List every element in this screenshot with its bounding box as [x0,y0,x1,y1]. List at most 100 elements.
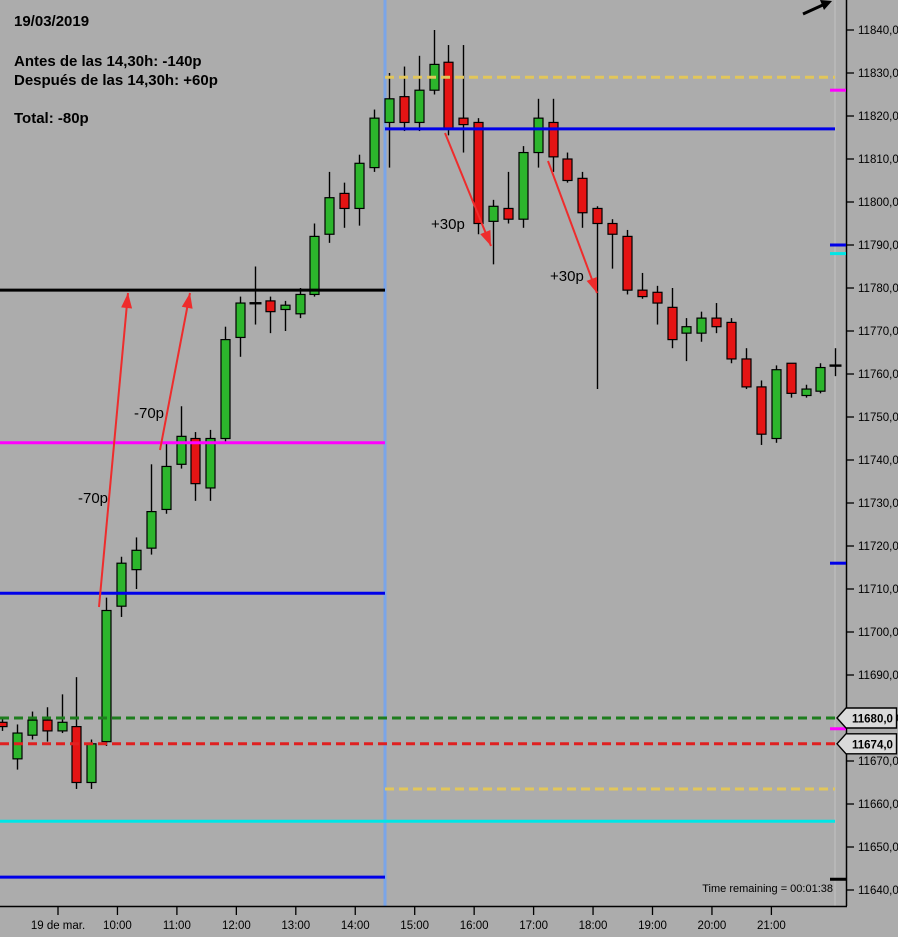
candle-up [384,98,395,124]
candle-down [607,222,618,235]
price-tick-label: 11770,0 [858,326,898,338]
price-tick-label: 11670,0 [858,756,898,768]
candle-up [295,293,306,315]
time-tick-label: 12:00 [222,920,251,932]
candle-up [235,302,246,339]
candle-down [473,121,484,225]
pnl-before-1430-label: Antes de las 14,30h: -140p [14,53,202,70]
candle-up [161,465,172,511]
candle-down [562,158,573,182]
price-tick-label: 11830,0 [858,68,898,80]
candle-time-remaining: Time remaining = 00:01:38 [702,883,833,895]
time-tick-label: 14:00 [341,920,370,932]
drawn-arrow[interactable] [547,160,598,294]
candle-down [458,117,469,126]
candle-down [0,721,8,728]
candle-down [577,177,588,214]
time-tick-label: 18:00 [579,920,608,932]
drawn-arrowhead[interactable] [480,230,491,246]
price-tick-label: 11700,0 [858,627,898,639]
candle-up [801,388,812,397]
price-tag [836,707,898,729]
price-tick-label: 11640,0 [858,885,898,897]
candle-down [786,362,797,394]
axis-side-tick [830,252,846,256]
session-date: 19/03/2019 [14,13,90,30]
candle-doji [249,302,262,305]
drawn-arrow[interactable] [98,292,129,608]
time-tick-label: 10:00 [103,920,132,932]
price-tick-label: 11800,0 [858,197,898,209]
time-tick-label: 13:00 [281,920,310,932]
candle-down [741,358,752,388]
annotation-label[interactable]: +30p [431,216,465,233]
axis-side-tick [830,877,846,881]
candle-up [354,162,365,210]
price-tick-label: 11780,0 [858,283,898,295]
price-tick-label: 11710,0 [858,584,898,596]
annotation-label[interactable]: -70p [134,405,164,422]
drawn-arrow[interactable] [444,132,492,247]
axis-side-tick [830,243,846,247]
axis-side-tick [830,727,846,731]
candle-down [42,719,53,732]
price-tag [836,733,898,755]
candle-down [711,317,722,328]
candle-down [190,437,201,485]
candle-up [86,743,97,784]
price-tick-label: 11820,0 [858,111,898,123]
price-tick-label: 11750,0 [858,412,898,424]
candle-up [205,437,216,489]
price-tick-label: 11810,0 [858,154,898,166]
price-tick-label: 11790,0 [858,240,898,252]
candle-down [637,289,648,298]
candle-up [414,89,425,124]
drawn-arrow[interactable] [159,292,191,451]
time-tick-label: 19 de mar. [31,920,85,932]
candle-up [101,609,112,743]
time-tick-label: 11:00 [163,920,191,932]
candle-down [399,96,410,124]
time-tick-label: 19:00 [638,920,667,932]
candle-up [280,304,291,311]
axis-side-tick [830,88,846,92]
candle-up [815,366,826,392]
candle-down [548,121,559,158]
drawn-arrowhead[interactable] [121,293,133,309]
annotation-label[interactable]: -70p [78,490,108,507]
candle-up [176,435,187,465]
time-tick-label: 16:00 [460,920,489,932]
candle-down [592,207,603,225]
candle-down [652,291,663,304]
candle-down [726,321,737,360]
candle-up [309,235,320,296]
candle-up [533,117,544,154]
candle-up [220,339,231,440]
pnl-total-label: Total: -80p [14,110,89,127]
annotation-label[interactable]: +30p [550,268,584,285]
drawn-arrowhead[interactable] [586,277,597,293]
up-right-arrow-icon[interactable] [800,0,836,16]
price-tick-label: 11660,0 [858,799,898,811]
price-tag-label: 11680,0 [852,714,893,726]
candle-down [71,725,82,784]
candle-down [622,235,633,291]
time-tick-label: 15:00 [400,920,429,932]
drawn-arrowhead[interactable] [181,293,193,309]
price-tick-label: 11650,0 [858,842,898,854]
time-tick-label: 21:00 [757,920,786,932]
price-tick-label: 11720,0 [858,541,898,553]
candle-up [518,151,529,220]
price-tag-label: 11674,0 [852,739,893,751]
time-tick-label: 20:00 [698,920,727,932]
pnl-after-1430-label: Después de las 14,30h: +60p [14,72,218,89]
candle-up [12,732,23,760]
candle-down [756,386,767,435]
time-tick-label: 17:00 [519,920,548,932]
price-tick-label: 11740,0 [858,455,898,467]
price-tick-label: 11840,0 [858,25,898,37]
candle-up [146,511,157,549]
price-tick-label: 11730,0 [858,498,898,510]
price-tick-label: 11690,0 [858,670,898,682]
